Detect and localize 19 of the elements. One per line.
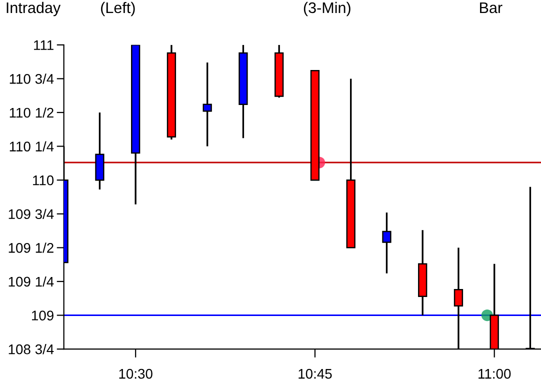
y-tick-label: 109 3/4 bbox=[8, 208, 54, 220]
x-tick-label: 10:45 bbox=[298, 368, 332, 379]
y-tick-label: 109 bbox=[32, 310, 54, 320]
y-tick-label: 110 bbox=[33, 175, 54, 186]
y-tick-label: 110 3/4 bbox=[10, 74, 54, 84]
chart-title: Intraday bbox=[6, 2, 61, 16]
y-tick-label: 110 1/2 bbox=[10, 107, 54, 118]
x-tick-label: 10:30 bbox=[119, 368, 152, 379]
y-tick-label: 108 3/4 bbox=[8, 344, 54, 354]
y-tick-label: 109 1/4 bbox=[8, 276, 54, 287]
text: (3-Min) bbox=[304, 2, 350, 16]
text: Bar bbox=[480, 2, 502, 14]
text: (Left) bbox=[101, 2, 135, 16]
candlestick bbox=[382, 212, 392, 274]
y-tick-label: 109 1/2 bbox=[8, 242, 54, 253]
candlestick bbox=[202, 62, 212, 148]
y-tick-label: 111 bbox=[34, 40, 54, 50]
x-tick-label: 11:00 bbox=[478, 368, 511, 379]
y-tick-label: 110 1/4 bbox=[10, 141, 54, 152]
